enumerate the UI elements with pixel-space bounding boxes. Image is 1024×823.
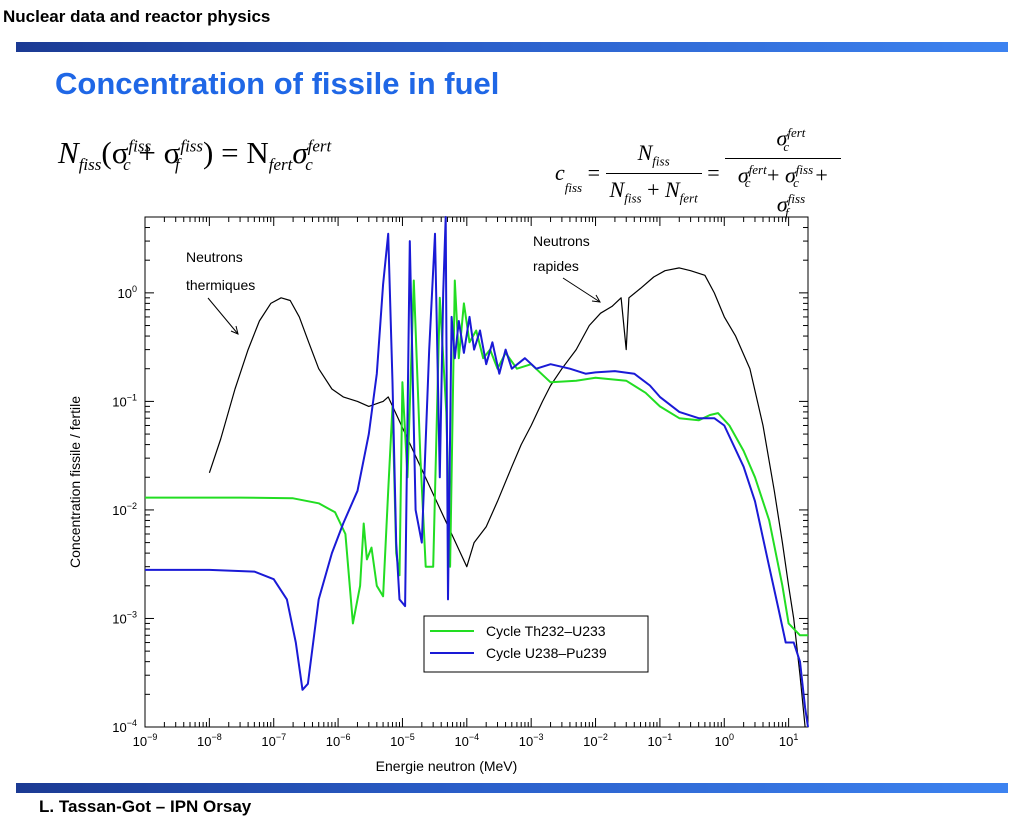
footer-author: L. Tassan-Got – IPN Orsay (39, 797, 252, 816)
y-tick-label: 10−3 (112, 609, 137, 626)
concentration-chart: 10−9 10−8 10−7 10−6 10−5 10−4 10−3 10−2 10−1 100 1… (67, 216, 809, 774)
eq1-sigma1-sub: c (123, 155, 131, 175)
annotation-thermal-arrowhead (230, 325, 239, 335)
annotation-thermal-line1: Neutrons (186, 249, 243, 265)
eq2-fraction1: Nfiss Nfiss + Nfert (605, 140, 702, 206)
eq2-c-sub: fiss (564, 180, 583, 196)
annotation-fast-arrowhead (591, 294, 601, 303)
y-tick-label: 10−4 (112, 718, 137, 735)
x-tick-label: 10−5 (390, 732, 415, 749)
y-tick-label: 10−2 (112, 501, 137, 518)
eq1-rhs-sigma: σ (292, 135, 308, 170)
eq1-sigma2-sup: fiss (180, 136, 204, 156)
annotation-thermal-line2: thermiques (186, 277, 255, 293)
annotation-thermal-arrow (207, 297, 239, 335)
series-line-u238-pu239 (145, 216, 809, 728)
eq1-equals: ) = N (179, 135, 269, 170)
equation-concentration: cfiss = Nfiss Nfiss + Nfert = σfertc σfe… (555, 125, 841, 221)
eq1-lhs-n: N (58, 135, 79, 170)
x-tick-label: 10−6 (326, 732, 351, 749)
y-tick-label: 10−1 (112, 392, 137, 409)
eq1-lhs-n-sub: fiss (78, 155, 102, 175)
series-line-th232-u233 (145, 279, 808, 637)
header-title: Nuclear data and reactor physics (3, 7, 271, 26)
eq1-sigma2-sub: f (175, 155, 180, 175)
eq1-plus: + σ (130, 135, 181, 170)
legend-box (423, 615, 649, 673)
y-tick-label: 100 (118, 284, 137, 301)
legend-label: Cycle U238–Pu239 (486, 645, 607, 661)
eq2-fraction2: σfertc σfertc + σfissc + σfissf (725, 125, 841, 221)
x-tick-label: 101 (779, 732, 798, 749)
eq1-sigma1-sup: fiss (128, 136, 152, 156)
y-axis-label: Concentration fissile / fertile (67, 396, 83, 568)
plot-frame (144, 216, 809, 728)
x-tick-label: 10−2 (583, 732, 608, 749)
x-axis-label: Energie neutron (MeV) (376, 758, 518, 774)
x-tick-label: 10−8 (197, 732, 222, 749)
annotation-fast-line1: Neutrons (533, 233, 590, 249)
eq1-rhs-n-sub: fert (268, 155, 293, 175)
x-tick-label: 10−3 (519, 732, 544, 749)
eq1-paren: (σ (101, 135, 129, 170)
series-line-flux (208, 267, 806, 728)
equation-balance: Nfiss(σfissc + σfissf ) = Nfertσfertc (58, 135, 331, 175)
annotation-fast-arrow (562, 277, 601, 303)
eq1-rhs-sigma-sub: c (305, 155, 313, 175)
x-tick-label: 10−7 (261, 732, 286, 749)
footer-bar (16, 783, 1008, 793)
slide-title: Concentration of fissile in fuel (55, 66, 500, 101)
annotation-fast-line2: rapides (533, 258, 579, 274)
header-bar (16, 42, 1008, 52)
eq1-rhs-sigma-sup: fert (307, 136, 332, 156)
x-tick-label: 10−4 (454, 732, 479, 749)
x-tick-label: 100 (715, 732, 734, 749)
legend-label: Cycle Th232–U233 (486, 623, 606, 639)
x-tick-label: 10−9 (133, 732, 158, 749)
x-tick-label: 10−1 (648, 732, 673, 749)
